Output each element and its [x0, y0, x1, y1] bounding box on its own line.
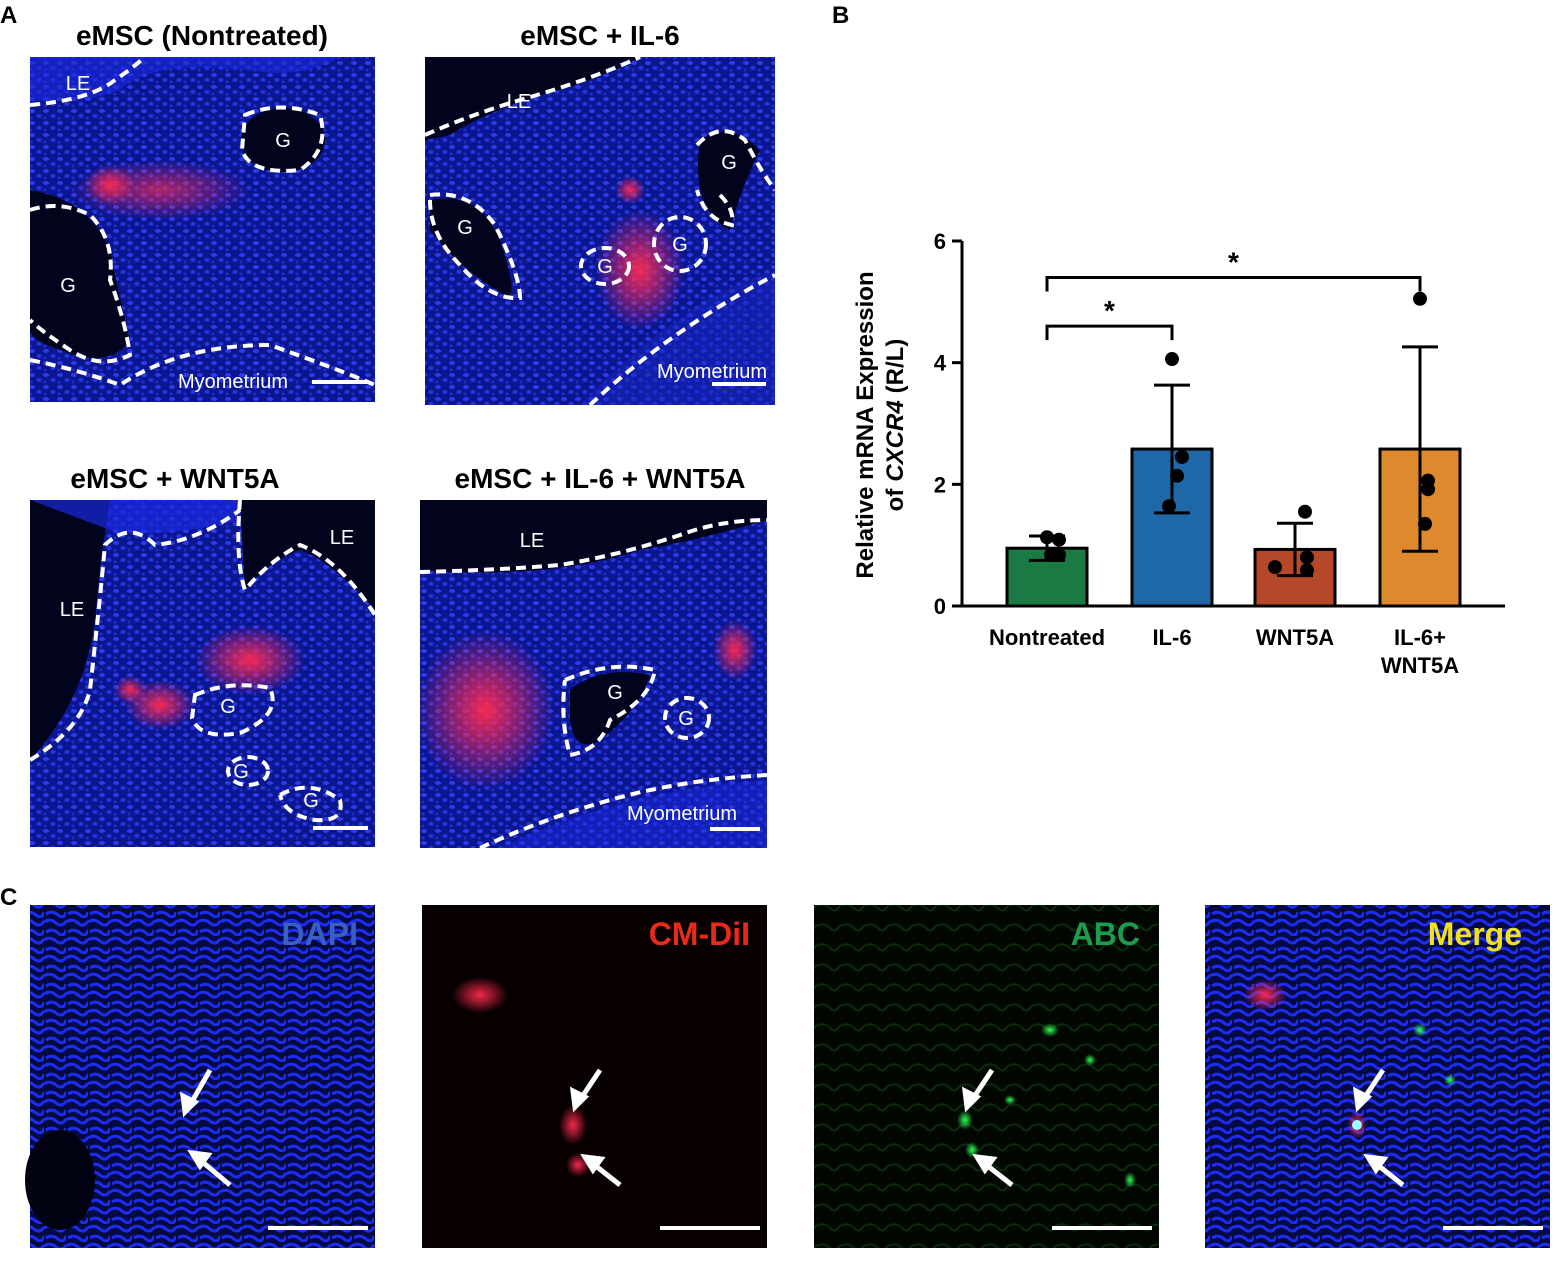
- y-tick-label: 2: [934, 472, 946, 497]
- annotation: G: [457, 217, 473, 239]
- micrograph: [25, 905, 375, 1248]
- data-point: [1300, 563, 1314, 578]
- micrograph: [30, 500, 375, 847]
- x-tick-label: IL-6+ WNT5A: [1381, 625, 1459, 678]
- data-point: [1298, 504, 1312, 519]
- error-bar: [1154, 383, 1190, 515]
- annotation: G: [60, 275, 76, 297]
- y-tick-label: 6: [934, 229, 946, 254]
- significance-label: *: [1228, 247, 1239, 278]
- data-point: [1044, 547, 1058, 562]
- annotation: G: [275, 130, 291, 152]
- y-tick-label: 4: [934, 351, 947, 376]
- y-axis-label: Relative mRNA Expression of CXCR4 (R/L): [852, 271, 909, 578]
- bracket-line: [1045, 276, 1422, 292]
- annotation: LE: [520, 530, 544, 552]
- image-title: eMSC + WNT5A: [70, 463, 279, 494]
- micrograph: [30, 57, 375, 402]
- y-tick-label: 0: [934, 594, 946, 619]
- data-point: [1162, 499, 1176, 514]
- annotation: LE: [66, 73, 90, 95]
- y-axis-label-unit: (R/L): [882, 339, 909, 394]
- data-point: [1413, 291, 1427, 306]
- channel-label: CM-DiI: [649, 916, 750, 952]
- channel-label: DAPI: [282, 916, 358, 952]
- data-point: [1040, 530, 1054, 545]
- panel-label: A: [0, 2, 17, 29]
- significance-bracket: [1045, 324, 1174, 341]
- y-axis-label-line: Relative mRNA Expression: [852, 271, 879, 578]
- significance-label: *: [1104, 295, 1115, 326]
- annotation: G: [233, 761, 249, 783]
- data-point: [1052, 532, 1066, 547]
- image-title: eMSC + IL-6 + WNT5A: [455, 463, 746, 494]
- data-point: [1170, 468, 1184, 483]
- annotation: G: [721, 152, 737, 174]
- annotation: G: [672, 234, 688, 256]
- annotation: LE: [60, 599, 84, 621]
- annotation: G: [678, 708, 694, 730]
- annotation: G: [607, 682, 623, 704]
- panel-label: C: [0, 884, 17, 911]
- data-point: [1418, 516, 1432, 531]
- data-point: [1300, 550, 1314, 565]
- image-title: eMSC + IL-6: [520, 20, 679, 51]
- panel-label: B: [832, 2, 849, 29]
- annotation: Myometrium: [627, 803, 737, 825]
- y-axis-label-gene: CXCR4: [882, 400, 909, 481]
- x-tick-label: IL-6: [1152, 625, 1191, 650]
- annotation: Myometrium: [178, 371, 288, 393]
- data-point: [1165, 352, 1179, 367]
- annotation: G: [220, 696, 236, 718]
- channel-label: ABC: [1071, 916, 1140, 952]
- annotation: LE: [330, 527, 354, 549]
- x-tick-label: Nontreated: [989, 625, 1105, 650]
- arrows: [179, 1068, 1405, 1187]
- significance-bracket: [1045, 276, 1422, 292]
- x-tick-label: WNT5A: [1256, 625, 1334, 650]
- annotation: Myometrium: [657, 361, 767, 383]
- micrograph: [420, 500, 767, 848]
- annotation: LE: [507, 91, 531, 113]
- micrograph: [425, 57, 775, 405]
- image-title: eMSC (Nontreated): [76, 20, 328, 51]
- y-axis-label-line: of: [882, 488, 909, 512]
- data-point: [1421, 482, 1435, 497]
- data-point: [1175, 449, 1189, 464]
- error-bar: [1402, 345, 1438, 553]
- data-point: [1268, 560, 1282, 575]
- annotation: G: [597, 256, 613, 278]
- channel-label: Merge: [1428, 916, 1522, 952]
- bracket-line: [1045, 324, 1174, 341]
- annotation: G: [303, 790, 319, 812]
